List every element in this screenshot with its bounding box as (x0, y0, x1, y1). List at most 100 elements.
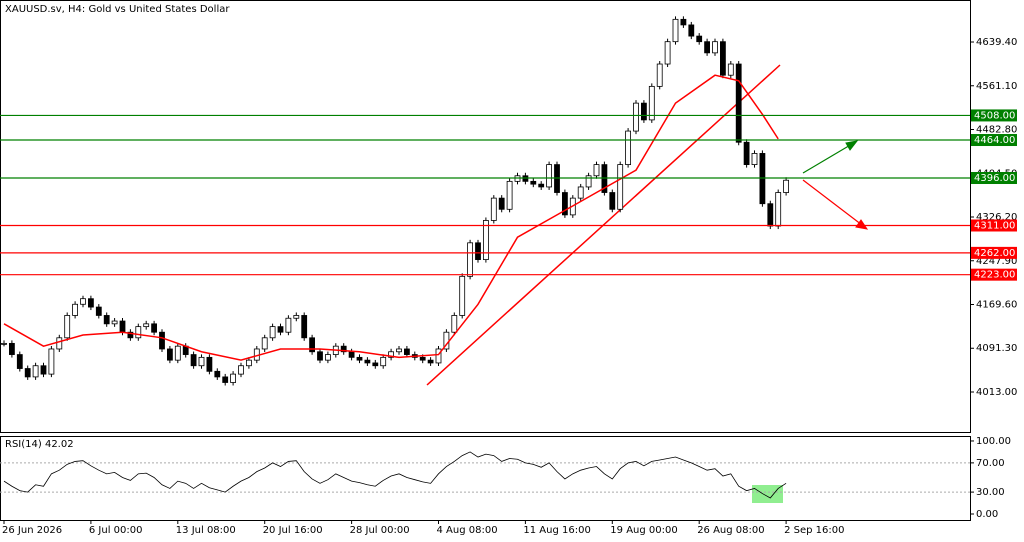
rsi-tick-label: 0.00 (976, 509, 998, 520)
candle-body (593, 164, 600, 177)
candle-body (585, 175, 592, 188)
candle-body (135, 326, 142, 339)
y-tick-label: 4326.20 (976, 212, 1017, 223)
candle-body (269, 326, 276, 339)
candle-body (143, 323, 150, 328)
level-label: 4508.00 (974, 110, 1015, 121)
candle-body (111, 320, 118, 325)
y-tick-label: 4639.40 (976, 37, 1017, 48)
candle-body (435, 348, 442, 364)
candle-body (214, 370, 221, 378)
candle-body (166, 348, 173, 361)
candle-body (301, 315, 308, 339)
candle-body (372, 362, 379, 367)
x-tick-label: 20 Jul 16:00 (263, 525, 323, 536)
candle-body (277, 326, 284, 333)
candle-body (24, 368, 31, 378)
candle-body (198, 356, 205, 367)
candle-body (562, 192, 568, 216)
candle-body (459, 275, 466, 316)
candle-body (293, 315, 300, 319)
candle-body (538, 183, 545, 188)
candle-body (159, 331, 165, 350)
candle-body (72, 303, 78, 316)
candle-body (475, 242, 481, 260)
moving-average (3, 74, 779, 361)
x-tick-label: 26 Aug 08:00 (697, 525, 764, 536)
candle-body (696, 35, 703, 43)
candle-body (712, 41, 718, 54)
candle-body (48, 348, 55, 375)
candle-body (720, 41, 726, 76)
candle-body (482, 220, 489, 260)
candle-body (775, 192, 782, 227)
candle-body (245, 359, 252, 367)
level-label: 4311.00 (974, 220, 1015, 231)
candle-body (174, 345, 181, 361)
candle-body (530, 180, 537, 185)
level-tag (971, 219, 1017, 232)
candle-body (151, 323, 158, 333)
candle-body (751, 153, 758, 165)
candle-body (317, 351, 323, 361)
x-tick-label: 11 Aug 16:00 (523, 525, 590, 536)
x-tick-label: 2 Sep 16:00 (784, 525, 844, 536)
candle-body (261, 337, 268, 350)
level-label: 4262.00 (974, 248, 1015, 259)
y-tick-label: 4091.30 (976, 343, 1017, 354)
y-tick-label: 4013.00 (976, 387, 1017, 398)
candle-body (609, 192, 616, 210)
candle-body (56, 337, 63, 350)
candle-body (680, 18, 687, 26)
candle-body (222, 376, 229, 383)
candle-body (688, 24, 695, 37)
rsi-line (3, 451, 787, 499)
candle-body (490, 197, 497, 221)
candle-body (16, 354, 23, 369)
candle-body (324, 354, 331, 361)
level-label: 4396.00 (974, 173, 1015, 184)
candle-body (88, 298, 94, 308)
level-tag (971, 109, 1017, 122)
candle-body (506, 180, 513, 210)
level-label: 4223.00 (974, 270, 1015, 281)
candle-body (40, 365, 47, 375)
rsi-highlight (752, 485, 783, 503)
candle-body (238, 365, 244, 375)
candle-body (727, 63, 734, 76)
candle-body (80, 298, 86, 305)
rsi-tick-label: 30.00 (976, 487, 1005, 498)
candle-body (735, 63, 742, 143)
candle-body (783, 179, 789, 193)
candle-body (1, 342, 7, 345)
rsi-tick-label: 70.00 (976, 458, 1005, 469)
candle-body (419, 356, 426, 361)
level-tag (971, 268, 1017, 281)
rsi-title: RSI(14) 42.02 (5, 439, 74, 450)
candle-body (190, 354, 197, 367)
y-tick-label: 4482.80 (976, 125, 1017, 136)
candle-body (309, 337, 316, 353)
level-tag (971, 134, 1017, 147)
candle-body (498, 197, 505, 210)
candle-body (356, 356, 363, 361)
x-tick-label: 6 Jul 00:00 (89, 525, 143, 536)
x-tick-label: 26 Jun 2026 (2, 525, 62, 536)
candle-body (664, 41, 671, 65)
x-tick-label: 19 Aug 00:00 (610, 525, 677, 536)
candle-body (743, 141, 750, 165)
level-tag (971, 246, 1017, 259)
x-tick-label: 4 Aug 08:00 (437, 525, 498, 536)
candle-body (364, 359, 371, 364)
y-tick-label: 4561.10 (976, 81, 1017, 92)
level-label: 4464.00 (974, 135, 1015, 146)
chart-title: XAUUSD.sv, H4: Gold vs United States Dol… (5, 4, 230, 15)
candle-body (641, 102, 647, 121)
arrow-down (802, 179, 869, 230)
candle-body (451, 315, 458, 333)
candle-body (103, 315, 110, 325)
candle-body (396, 348, 402, 353)
candle-body (672, 18, 679, 43)
rsi-frame (0, 436, 971, 521)
